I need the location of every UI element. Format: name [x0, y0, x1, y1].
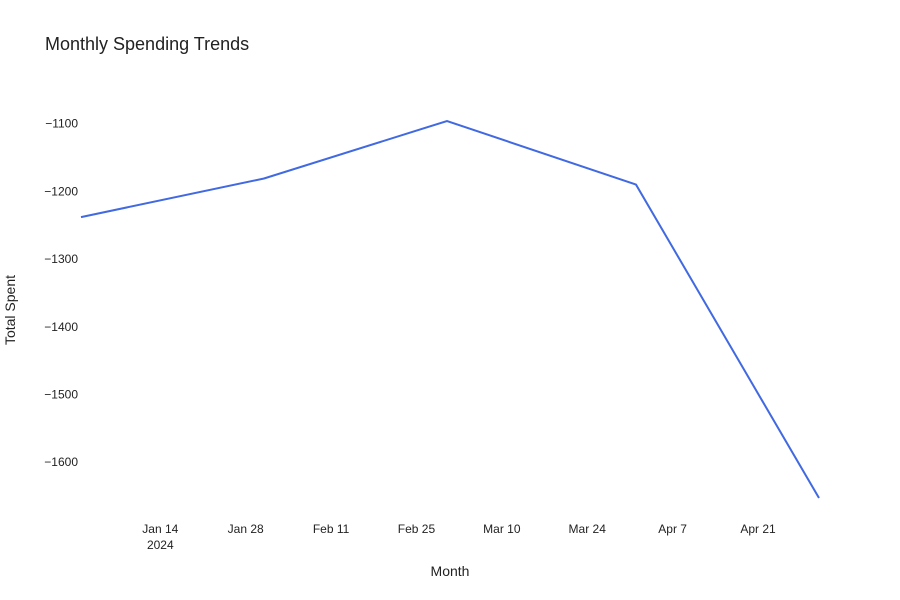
x-tick-label: Mar 24	[569, 522, 607, 536]
x-tick-year-label: 2024	[147, 538, 174, 552]
y-tick-label: −1500	[44, 387, 78, 401]
x-tick-label: Jan 14	[142, 522, 178, 536]
y-axis-title: Total Spent	[2, 275, 18, 345]
x-tick-label: Mar 10	[483, 522, 521, 536]
x-tick-label: Jan 28	[228, 522, 264, 536]
y-tick-label: −1200	[44, 184, 78, 198]
y-tick-label: −1100	[45, 117, 78, 131]
y-tick-label: −1400	[44, 320, 78, 334]
x-tick-label: Apr 7	[658, 522, 687, 536]
y-axis-ticks: −1100 −1200 −1300 −1400 −1500 −1600	[44, 117, 78, 469]
x-tick-label: Apr 21	[740, 522, 776, 536]
series-line	[80, 119, 820, 499]
x-axis-title: Month	[431, 563, 470, 579]
x-tick-label: Feb 25	[398, 522, 436, 536]
y-tick-label: −1300	[44, 252, 78, 266]
y-tick-label: −1600	[44, 455, 78, 469]
x-axis-ticks: Jan 14 2024 Jan 28 Feb 11 Feb 25 Mar 10 Mar 24…	[142, 522, 776, 552]
chart-title: Monthly Spending Trends	[45, 34, 249, 54]
x-tick-label: Feb 11	[313, 522, 350, 536]
